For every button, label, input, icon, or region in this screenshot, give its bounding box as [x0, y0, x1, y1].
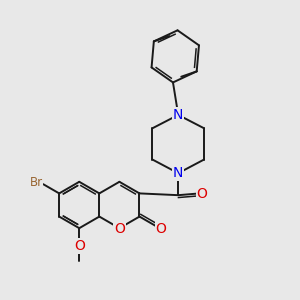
- Text: Br: Br: [29, 176, 43, 190]
- Text: O: O: [196, 187, 208, 201]
- Text: N: N: [173, 166, 183, 180]
- Text: O: O: [156, 222, 167, 236]
- Text: O: O: [114, 222, 125, 236]
- Text: O: O: [74, 239, 85, 253]
- Text: N: N: [173, 108, 183, 122]
